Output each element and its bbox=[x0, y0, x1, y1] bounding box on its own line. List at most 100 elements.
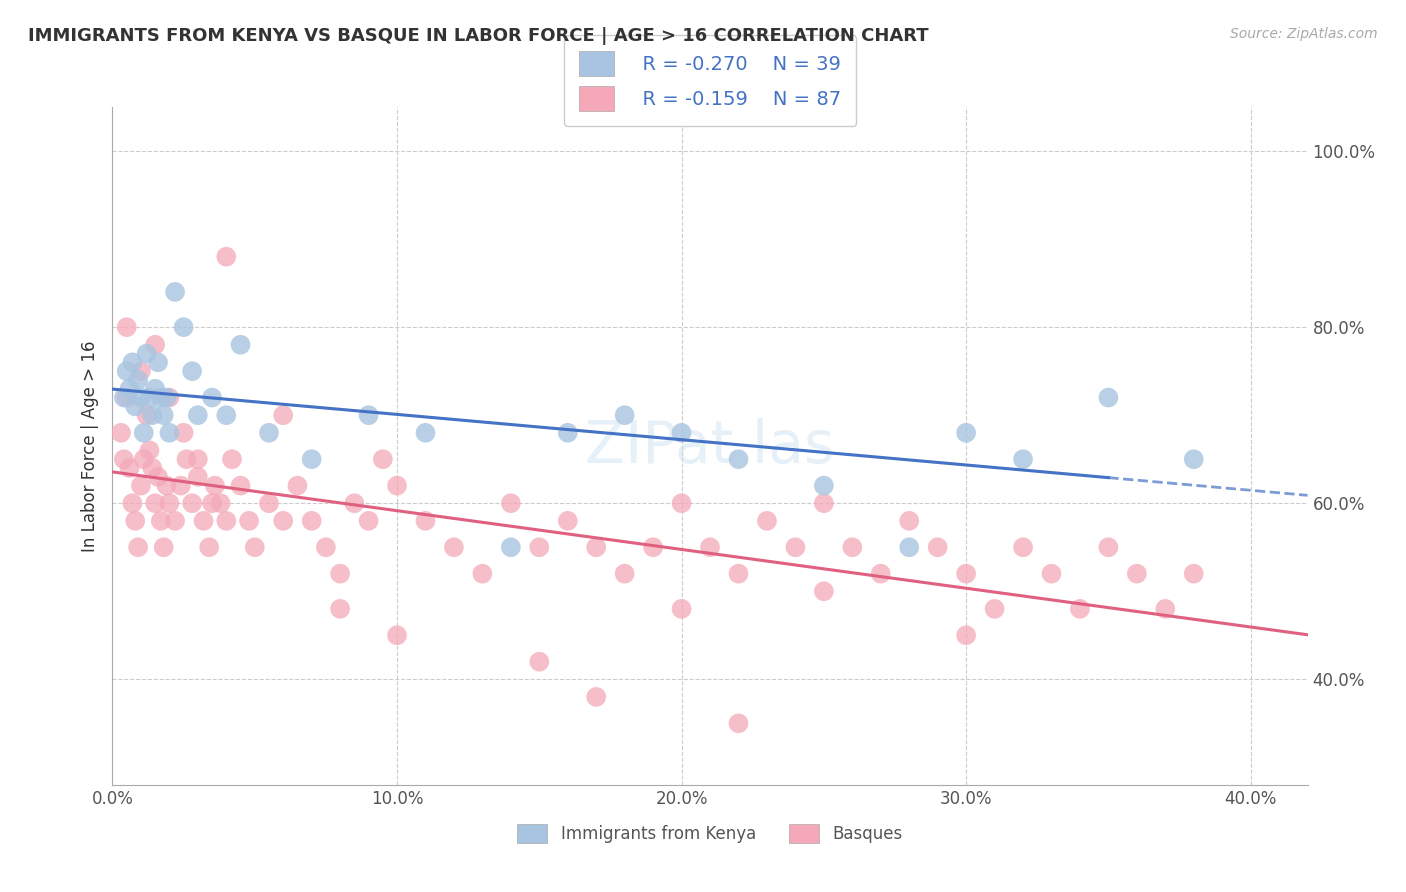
Point bbox=[301, 452, 323, 467]
Point bbox=[315, 541, 337, 555]
Point bbox=[193, 514, 215, 528]
Point bbox=[157, 425, 180, 440]
Point bbox=[127, 373, 149, 387]
Point bbox=[1040, 566, 1063, 581]
Point bbox=[209, 496, 232, 510]
Point bbox=[343, 496, 366, 510]
Point bbox=[238, 514, 260, 528]
Point bbox=[149, 391, 172, 405]
Point bbox=[613, 566, 636, 581]
Point bbox=[841, 541, 863, 555]
Point bbox=[727, 566, 749, 581]
Point bbox=[173, 425, 195, 440]
Point bbox=[129, 391, 152, 405]
Point bbox=[1097, 541, 1119, 555]
Point bbox=[415, 425, 437, 440]
Point bbox=[755, 514, 778, 528]
Point bbox=[1126, 566, 1149, 581]
Point bbox=[643, 541, 665, 555]
Point bbox=[927, 541, 949, 555]
Point bbox=[187, 470, 209, 484]
Point bbox=[215, 514, 238, 528]
Point bbox=[955, 628, 977, 642]
Point bbox=[243, 541, 266, 555]
Point bbox=[115, 391, 138, 405]
Point bbox=[415, 514, 437, 528]
Point bbox=[1154, 602, 1177, 616]
Point bbox=[129, 478, 152, 492]
Point bbox=[529, 541, 551, 555]
Point bbox=[1182, 566, 1205, 581]
Point bbox=[201, 496, 224, 510]
Point bbox=[118, 382, 141, 396]
Point bbox=[1069, 602, 1091, 616]
Point bbox=[124, 400, 146, 414]
Point bbox=[785, 541, 807, 555]
Point bbox=[165, 285, 187, 299]
Point bbox=[471, 566, 494, 581]
Point bbox=[138, 443, 160, 458]
Point bbox=[983, 602, 1005, 616]
Point bbox=[229, 478, 252, 492]
Point bbox=[141, 408, 163, 422]
Point bbox=[1012, 541, 1035, 555]
Point bbox=[146, 470, 169, 484]
Point bbox=[118, 461, 141, 475]
Point bbox=[229, 337, 252, 351]
Text: IMMIGRANTS FROM KENYA VS BASQUE IN LABOR FORCE | AGE > 16 CORRELATION CHART: IMMIGRANTS FROM KENYA VS BASQUE IN LABOR… bbox=[28, 27, 929, 45]
Point bbox=[499, 541, 522, 555]
Point bbox=[727, 716, 749, 731]
Point bbox=[813, 584, 835, 599]
Point bbox=[127, 541, 149, 555]
Point bbox=[112, 391, 135, 405]
Point bbox=[143, 337, 166, 351]
Point bbox=[1182, 452, 1205, 467]
Point bbox=[215, 250, 238, 264]
Point bbox=[121, 496, 143, 510]
Point bbox=[173, 320, 195, 334]
Point bbox=[271, 514, 294, 528]
Point bbox=[813, 496, 835, 510]
Point bbox=[115, 320, 138, 334]
Point bbox=[112, 452, 135, 467]
Point bbox=[165, 514, 187, 528]
Point bbox=[699, 541, 721, 555]
Point bbox=[357, 408, 380, 422]
Point bbox=[371, 452, 394, 467]
Point bbox=[155, 391, 177, 405]
Point bbox=[157, 496, 180, 510]
Point bbox=[585, 541, 607, 555]
Point bbox=[898, 514, 921, 528]
Point bbox=[146, 355, 169, 369]
Point bbox=[152, 541, 174, 555]
Point bbox=[671, 425, 693, 440]
Point bbox=[152, 408, 174, 422]
Point bbox=[271, 408, 294, 422]
Point bbox=[385, 478, 408, 492]
Point bbox=[124, 514, 146, 528]
Point bbox=[170, 478, 193, 492]
Y-axis label: In Labor Force | Age > 16: In Labor Force | Age > 16 bbox=[80, 340, 98, 552]
Point bbox=[110, 425, 132, 440]
Point bbox=[221, 452, 243, 467]
Point bbox=[1012, 452, 1035, 467]
Point bbox=[955, 425, 977, 440]
Point bbox=[869, 566, 891, 581]
Point bbox=[329, 602, 352, 616]
Point bbox=[204, 478, 226, 492]
Point bbox=[141, 461, 163, 475]
Point bbox=[135, 346, 157, 360]
Point bbox=[121, 355, 143, 369]
Point bbox=[257, 496, 280, 510]
Point bbox=[329, 566, 352, 581]
Point bbox=[149, 514, 172, 528]
Point bbox=[138, 391, 160, 405]
Point bbox=[215, 408, 238, 422]
Point bbox=[955, 566, 977, 581]
Point bbox=[132, 425, 155, 440]
Point bbox=[176, 452, 198, 467]
Point bbox=[613, 408, 636, 422]
Point bbox=[357, 514, 380, 528]
Text: ZIPat las: ZIPat las bbox=[585, 417, 835, 475]
Point bbox=[671, 496, 693, 510]
